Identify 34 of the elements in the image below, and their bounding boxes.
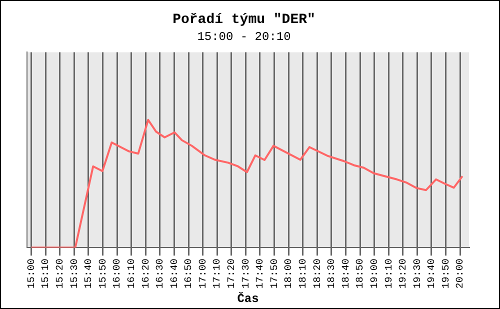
x-tick-label: 15:50 xyxy=(98,258,110,289)
x-tick-label: 17:10 xyxy=(212,258,224,289)
x-tick-label: 16:20 xyxy=(141,258,152,289)
x-tick-label: 16:00 xyxy=(112,258,124,289)
x-tick-label: 18:50 xyxy=(356,258,367,289)
x-tick-label: 19:50 xyxy=(441,258,452,289)
x-tick-label: 16:30 xyxy=(156,258,167,289)
x-tick-label: 17:00 xyxy=(198,258,210,289)
x-tick-label: 16:10 xyxy=(126,258,138,289)
x-tick-label: 16:50 xyxy=(184,258,196,289)
x-tick-label: 19:00 xyxy=(370,258,381,289)
x-tick-label: 15:40 xyxy=(84,258,96,289)
x-tick-label: 19:40 xyxy=(427,258,438,289)
x-tick-label: 15:20 xyxy=(56,258,67,289)
x-tick-label: 15:10 xyxy=(41,258,52,289)
x-tick-label: 18:00 xyxy=(284,258,296,289)
x-axis-title: Čas xyxy=(237,292,259,306)
x-tick-label: 15:30 xyxy=(70,258,81,289)
x-tick-label: 18:40 xyxy=(341,258,352,289)
x-tick-label: 19:10 xyxy=(384,258,396,289)
x-tick-label: 16:40 xyxy=(170,258,181,289)
x-tick-label: 18:30 xyxy=(327,258,338,289)
x-tick-label: 15:00 xyxy=(26,258,38,289)
x-tick-label: 17:40 xyxy=(256,258,267,289)
x-tick-label: 20:00 xyxy=(456,258,467,289)
x-tick-label: 19:20 xyxy=(398,258,410,289)
x-tick-label: 18:20 xyxy=(312,258,324,289)
chart-subtitle: 15:00 - 20:10 xyxy=(197,30,291,44)
chart-title: Pořadí týmu "DER" xyxy=(172,12,316,28)
x-tick-label: 17:50 xyxy=(270,258,281,289)
x-tick-label: 17:30 xyxy=(241,258,252,289)
x-tick-label: 17:20 xyxy=(227,258,238,289)
x-tick-label: 19:30 xyxy=(412,258,424,289)
x-tick-label: 18:10 xyxy=(298,258,310,289)
